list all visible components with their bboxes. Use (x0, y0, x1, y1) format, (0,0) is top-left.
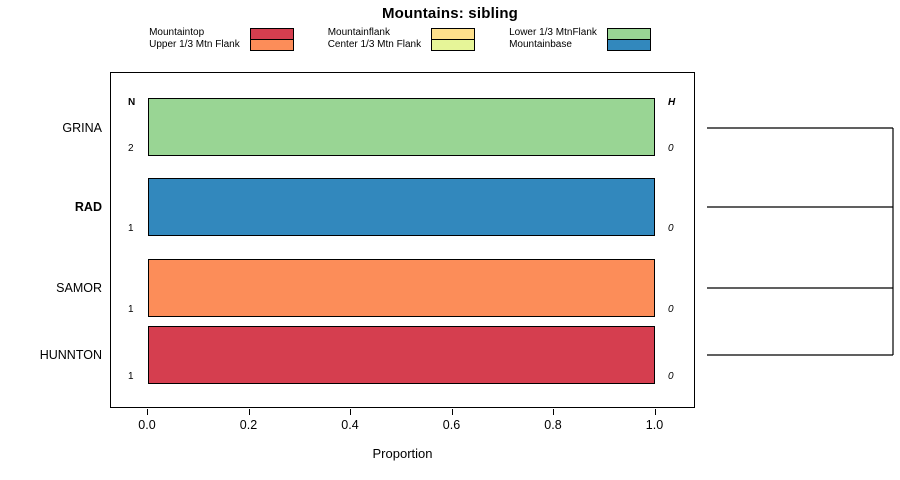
n-column-header: N (128, 97, 136, 108)
h-value-grina: 0 (668, 143, 674, 154)
tree-link-lines (707, 127, 894, 356)
bar-rad (148, 178, 655, 236)
h-column-header: H (668, 97, 676, 108)
chart-title: Mountains: sibling (381, 5, 519, 22)
n-value-rad: 1 (128, 223, 134, 234)
legend-labels: Mountaintop Upper 1/3 Mtn Flank (149, 27, 240, 51)
legend-swatches (431, 27, 476, 51)
legend-group-flank-top: Mountaintop Upper 1/3 Mtn Flank (149, 27, 294, 51)
x-axis-tick (553, 409, 555, 415)
bar-samor (148, 259, 655, 317)
legend-group-base: Lower 1/3 MtnFlank Mountainbase (509, 27, 651, 51)
bar-grina (148, 98, 655, 156)
row-label-hunnton: HUNNTON (39, 348, 102, 362)
plot-area: N H 2 1 1 1 0 0 0 0 (110, 72, 695, 408)
legend-swatch-upper-flank (249, 38, 294, 51)
legend-label-center-flank: Center 1/3 Mtn Flank (327, 39, 422, 50)
legend-labels: Lower 1/3 MtnFlank Mountainbase (509, 27, 597, 51)
x-axis-tick (654, 409, 656, 415)
x-tick-label: 0.2 (239, 418, 258, 432)
h-value-hunnton: 0 (668, 371, 674, 382)
x-tick-label: 0.0 (138, 418, 156, 432)
n-value-grina: 2 (128, 143, 134, 154)
legend-label-upper-flank: Upper 1/3 Mtn Flank (149, 39, 240, 50)
row-label-grina: GRINA (62, 121, 102, 135)
row-label-samor: SAMOR (56, 281, 102, 295)
x-axis-tick (248, 409, 250, 415)
n-value-hunnton: 1 (128, 371, 134, 382)
x-axis-tick (147, 409, 149, 415)
x-axis-tick (451, 409, 453, 415)
x-axis-title: Proportion (372, 446, 433, 461)
legend-labels: Mountainflank Center 1/3 Mtn Flank (328, 27, 421, 51)
n-value-samor: 1 (128, 304, 134, 315)
legend-label-mountainflank: Mountainflank (327, 27, 390, 38)
x-tick-label: 1.0 (645, 418, 664, 432)
h-value-samor: 0 (668, 304, 674, 315)
legend-swatch-center-flank (431, 38, 476, 51)
x-axis-tick (350, 409, 352, 415)
legend-label-mountaintop: Mountaintop (149, 27, 205, 38)
legend-label-lower-flank: Lower 1/3 MtnFlank (509, 27, 597, 38)
row-label-rad: RAD (74, 200, 102, 214)
x-tick-label: 0.4 (341, 418, 359, 432)
bar-hunnton (148, 326, 655, 384)
legend-swatch-mountainbase (606, 38, 651, 51)
legend: Mountaintop Upper 1/3 Mtn Flank Mountain… (0, 27, 800, 51)
legend-swatches (249, 27, 294, 51)
legend-group-flank-center: Mountainflank Center 1/3 Mtn Flank (328, 27, 476, 51)
h-value-rad: 0 (668, 223, 674, 234)
legend-label-mountainbase: Mountainbase (509, 39, 572, 50)
x-tick-label: 0.6 (442, 418, 461, 432)
x-tick-label: 0.8 (544, 418, 562, 432)
legend-swatches (606, 27, 651, 51)
